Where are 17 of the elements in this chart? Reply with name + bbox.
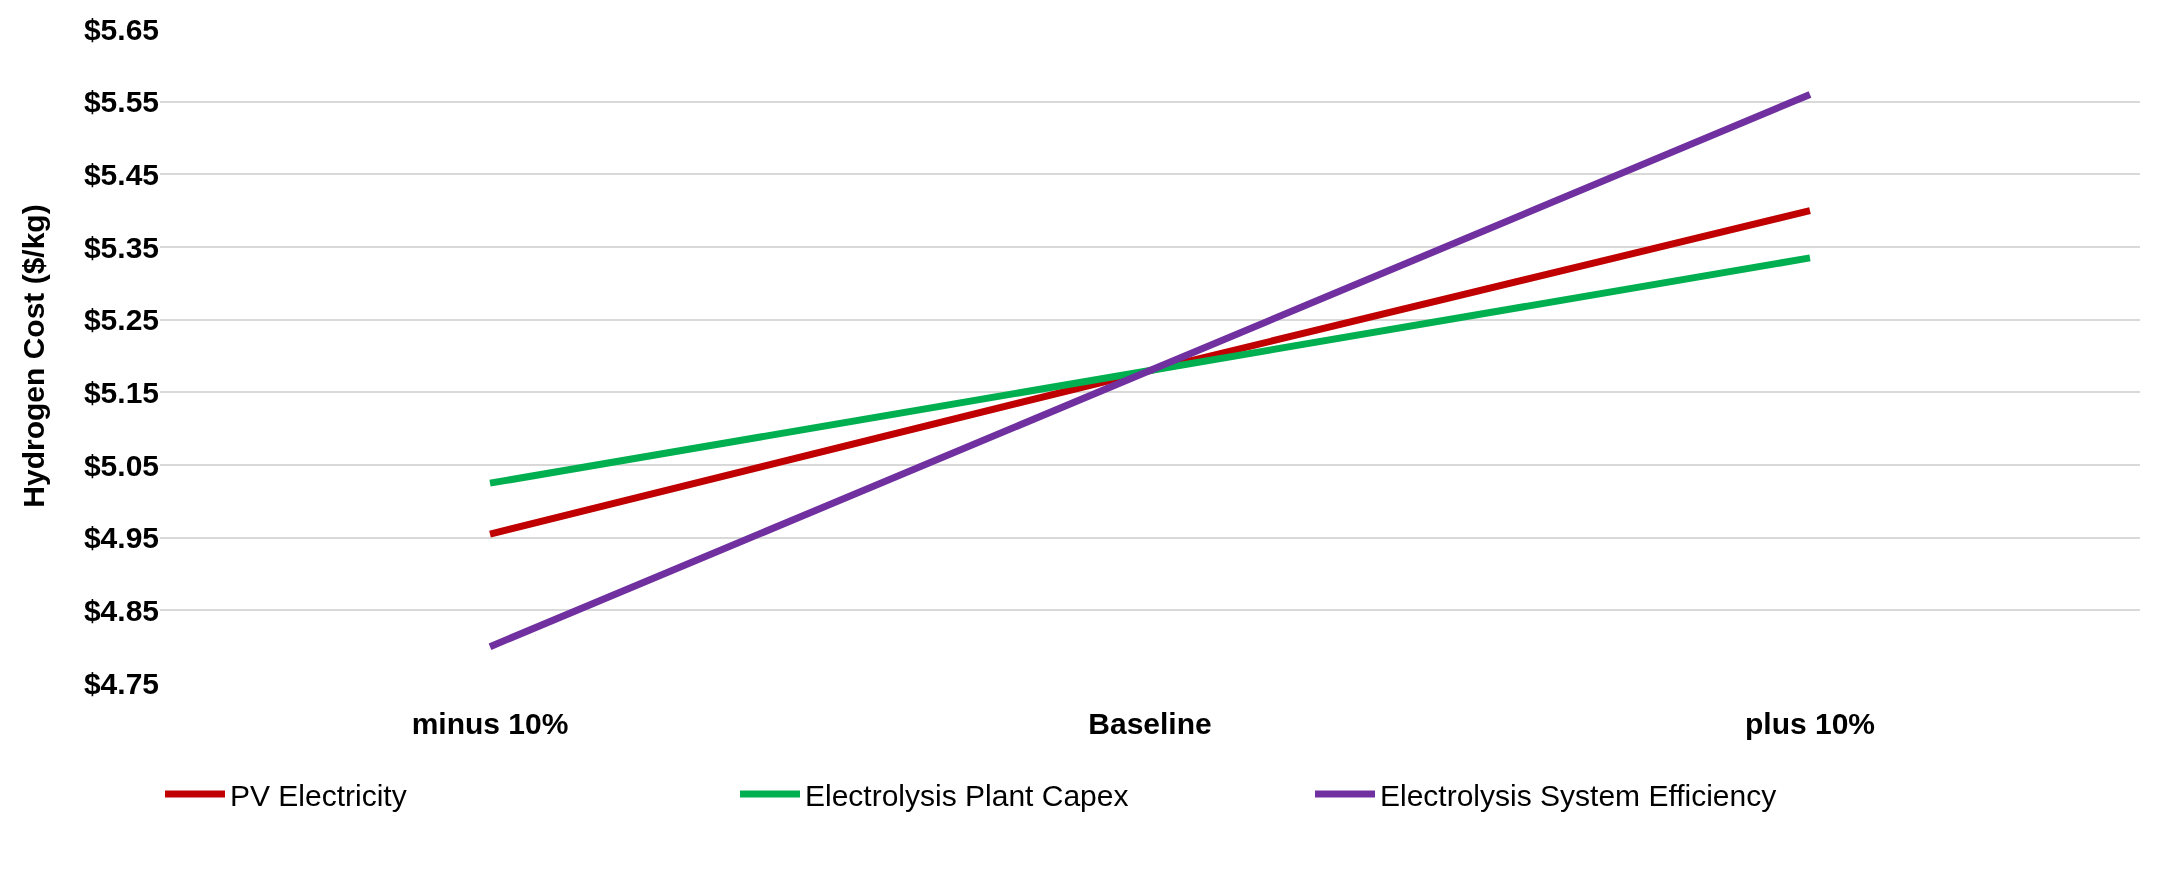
legend-label: Electrolysis System Efficiency [1380, 778, 1777, 812]
x-tick-label: plus 10% [1744, 707, 1876, 740]
y-tick-label: $4.75 [83, 666, 159, 700]
x-tick-label: Baseline [1088, 707, 1212, 740]
y-tick-label: $4.85 [83, 593, 159, 627]
y-tick-label: $5.65 [83, 12, 159, 46]
x-tick-label: minus 10% [411, 707, 569, 740]
y-tick-label: $5.35 [83, 230, 159, 264]
y-axis-title: Hydrogen Cost ($/kg) [16, 204, 50, 508]
y-tick-label: $4.95 [83, 521, 159, 555]
y-tick-label: $5.05 [83, 448, 159, 482]
y-tick-label: $5.45 [83, 157, 159, 191]
y-tick-label: $5.15 [83, 375, 159, 409]
legend-label: PV Electricity [230, 778, 407, 812]
y-tick-label: $5.55 [83, 85, 159, 119]
y-tick-label: $5.25 [83, 303, 159, 337]
legend-label: Electrolysis Plant Capex [805, 778, 1129, 812]
